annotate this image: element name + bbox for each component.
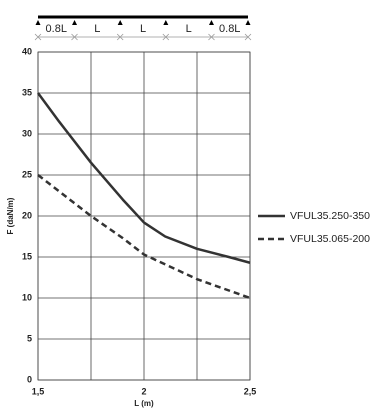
y-tick-label: 30	[22, 128, 32, 138]
support	[117, 20, 123, 25]
span-label: L	[94, 23, 100, 35]
span-label: L	[140, 23, 146, 35]
y-axis-label: F (daN/m)	[6, 197, 15, 234]
support	[72, 20, 78, 25]
support	[245, 20, 251, 25]
x-tick-label: 1,5	[32, 386, 45, 396]
dimension-tick	[208, 33, 215, 41]
series-line	[36, 92, 251, 264]
y-tick-label: 35	[22, 87, 32, 97]
support	[35, 20, 41, 25]
span-label: 0.8L	[46, 23, 67, 35]
x-tick-label: 2	[141, 386, 146, 396]
legend-label: VFUL35.065-200	[290, 233, 370, 245]
support	[208, 20, 214, 25]
y-tick-label: 0	[27, 374, 32, 384]
dimension-tick	[244, 33, 252, 41]
dimension-tick	[116, 33, 124, 41]
y-tick-label: 10	[22, 292, 32, 302]
support	[163, 20, 169, 25]
dimension-tick	[71, 33, 78, 41]
y-tick-label: 40	[22, 46, 32, 56]
x-axis-label: L (m)	[134, 399, 154, 408]
dimension-tick	[34, 33, 42, 41]
series-line	[37, 174, 251, 300]
legend-label: VFUL35.250-350	[290, 210, 370, 222]
dimension-tick	[162, 33, 170, 41]
y-tick-label: 25	[22, 169, 32, 179]
x-tick-label: 2,5	[244, 386, 257, 396]
y-tick-label: 5	[27, 333, 32, 343]
y-tick-label: 20	[22, 210, 32, 220]
span-label: 0.8L	[219, 23, 240, 35]
span-label: L	[186, 23, 192, 35]
y-tick-label: 15	[22, 251, 32, 261]
